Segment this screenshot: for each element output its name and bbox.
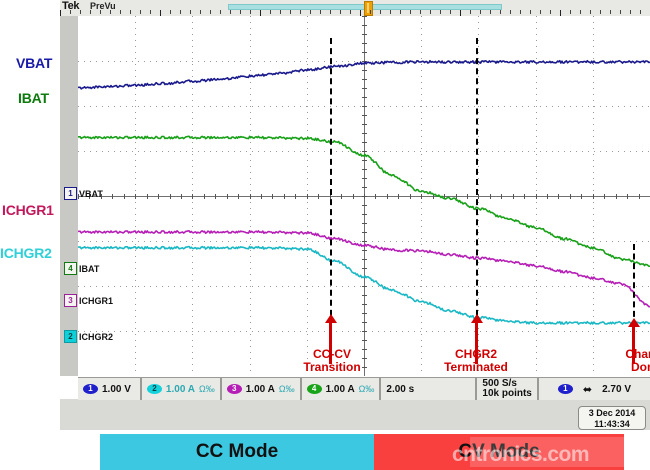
sample-rate-value: 500 S/s [482,378,517,389]
trace-ichgr2 [78,245,650,325]
channel-4-setting[interactable]: 4 1.00 A Ω‰ [302,378,382,400]
channel-1-setting[interactable]: 1 1.00 V [78,378,142,400]
trigger-setting[interactable]: 1 ⬌ 2.70 V [539,378,650,400]
channel-2-dot: 2 [146,384,162,394]
tek-logo: Tek [62,0,80,12]
trace-ibat [78,135,650,268]
channel-tag-1-label: VBAT [79,188,103,199]
annotation-line2: Terminated [444,360,508,374]
channel-4-dot: 4 [306,384,322,394]
trigger-source-dot: 1 [557,384,573,394]
channel-2-setting[interactable]: 2 1.00 A Ω‰ [142,378,222,400]
side-label-ichgr2: ICHGR2 [0,245,52,261]
annotation-charge-done: ChargeDone [606,348,650,374]
side-label-ibat: IBAT [18,90,49,106]
marker-arrow-2 [627,318,640,364]
cv-mode-band: CV Mode [374,434,624,470]
channel-2-badge: 2 [64,330,77,343]
marker-arrow-0 [324,314,337,364]
trigger-slope-icon: ⬌ [582,383,593,396]
marker-line-0 [330,38,332,336]
marker-arrow-1 [470,314,483,364]
waveform-traces [78,59,650,325]
annotation-line1: CC-CV [313,347,351,361]
channel-4-coupling: Ω‰ [358,384,375,394]
acquisition-setting[interactable]: 500 S/s 10k points [477,378,539,400]
timebase-value: 2.00 s [386,383,415,395]
channel-3-setting[interactable]: 3 1.00 A Ω‰ [222,378,302,400]
side-label-vbat: VBAT [16,55,53,71]
channel-tag-3-label: ICHGR1 [79,295,114,306]
cc-mode-band: CC Mode [100,434,374,470]
annotation-line2: Transition [303,360,361,374]
channel-tag-3[interactable]: 3 ICHGR1 [64,294,113,307]
marker-line-1 [476,38,478,336]
channel-tag-2[interactable]: 2 ICHGR2 [64,330,113,343]
trace-ichgr1 [78,230,650,308]
bottom-strip [60,399,650,430]
channel-tag-4[interactable]: 4 IBAT [64,262,99,275]
acquisition-status: PreVu [90,1,116,11]
channel-1-value: 1.00 V [102,383,131,395]
annotation-chgr2-terminated: CHGR2 Terminated [436,348,516,374]
trace-vbat [78,59,650,90]
channel-3-value: 1.00 A [245,383,275,395]
channel-1-badge: 1 [64,187,77,200]
date-value: 3 Dec 2014 [588,408,636,418]
channel-1-dot: 1 [83,384,98,394]
side-label-ichgr1: ICHGR1 [2,202,54,218]
channel-3-coupling: Ω‰ [278,384,295,394]
channel-tag-2-label: ICHGR2 [79,331,114,342]
channel-4-badge: 4 [64,262,77,275]
trigger-level-value: 2.70 V [602,383,631,395]
channel-3-dot: 3 [226,384,242,394]
annotation-line2: Done [631,360,650,374]
channel-tag-1[interactable]: 1 VBAT [64,187,103,200]
channel-2-coupling: Ω‰ [199,384,215,394]
channel-tag-4-label: IBAT [79,263,100,274]
annotation-cc-cv-transition: CC-CV Transition [292,348,372,374]
channel-settings-bar[interactable]: 1 1.00 V 2 1.00 A Ω‰ 3 1.00 A Ω‰ 4 1.00 … [78,377,650,400]
record-length-value: 10k points [482,388,532,399]
annotation-line1: CHGR2 [454,347,497,361]
time-value: 11:43:34 [594,419,630,429]
mode-bar: CC Mode CV Mode [0,434,650,470]
marker-line-2 [633,244,635,336]
annotation-line1: Charge [625,347,650,361]
top-tick-ruler [60,10,650,16]
channel-3-badge: 3 [64,294,77,307]
waveform-graticule[interactable] [78,16,650,376]
timebase-setting[interactable]: 2.00 s [381,378,478,400]
channel-2-value: 1.00 A [165,383,196,395]
channel-4-value: 1.00 A [325,383,355,395]
trigger-position-marker[interactable] [364,1,373,16]
datetime-box: 3 Dec 2014 11:43:34 [578,406,646,430]
